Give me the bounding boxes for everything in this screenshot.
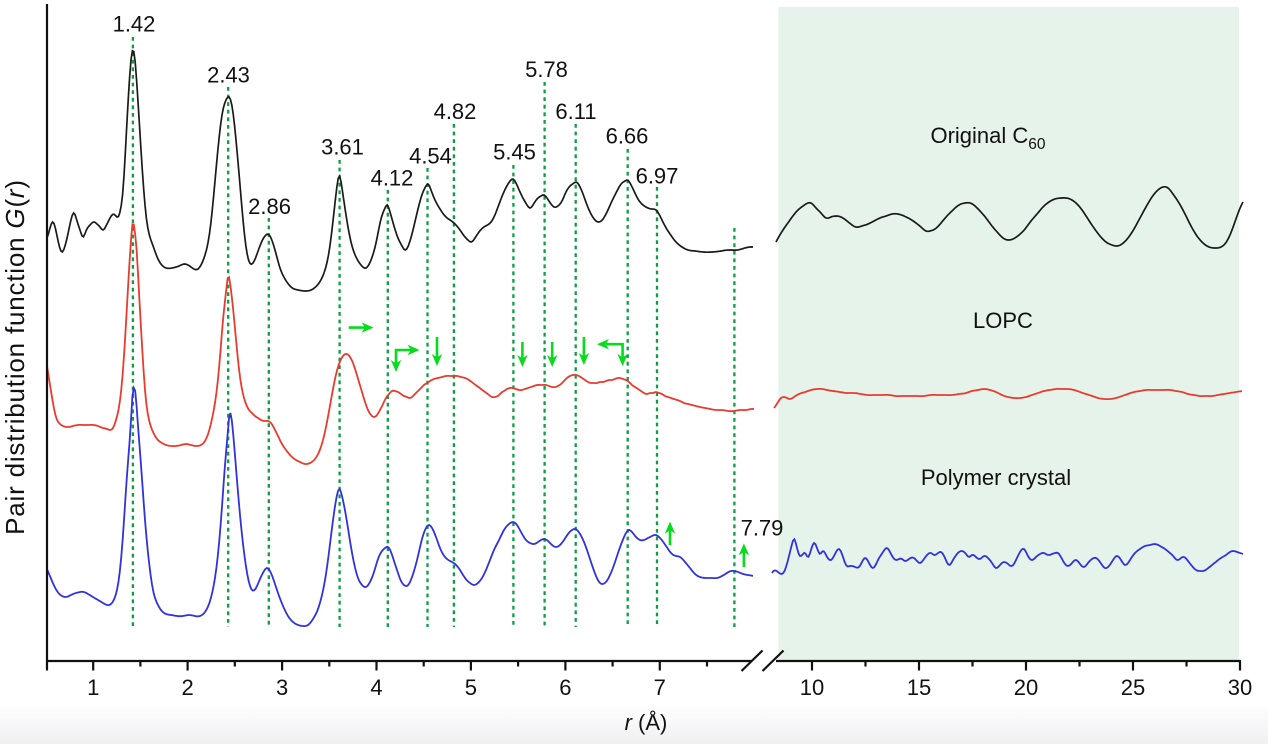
svg-text:6: 6 bbox=[559, 675, 571, 700]
svg-text:20: 20 bbox=[1014, 675, 1038, 700]
svg-text:2.43: 2.43 bbox=[207, 62, 250, 87]
svg-text:2.86: 2.86 bbox=[248, 194, 291, 219]
svg-text:r (Å): r (Å) bbox=[625, 710, 668, 735]
svg-text:4: 4 bbox=[370, 675, 382, 700]
svg-text:6.66: 6.66 bbox=[606, 123, 649, 148]
svg-text:25: 25 bbox=[1121, 675, 1145, 700]
svg-text:7.79: 7.79 bbox=[741, 515, 784, 540]
svg-text:LOPC: LOPC bbox=[973, 308, 1033, 333]
svg-text:5: 5 bbox=[465, 675, 477, 700]
svg-text:Pair distribution function G(r: Pair distribution function G(r) bbox=[0, 179, 30, 535]
svg-text:4.82: 4.82 bbox=[434, 99, 477, 124]
svg-text:7: 7 bbox=[654, 675, 666, 700]
svg-text:10: 10 bbox=[800, 675, 824, 700]
svg-text:Polymer crystal: Polymer crystal bbox=[921, 465, 1071, 490]
svg-text:5.45: 5.45 bbox=[493, 139, 536, 164]
svg-text:4.54: 4.54 bbox=[409, 143, 452, 168]
svg-text:15: 15 bbox=[907, 675, 931, 700]
svg-text:2: 2 bbox=[181, 675, 193, 700]
svg-text:1.42: 1.42 bbox=[113, 11, 156, 36]
svg-text:30: 30 bbox=[1228, 675, 1252, 700]
svg-text:6.97: 6.97 bbox=[636, 163, 679, 188]
svg-text:3.61: 3.61 bbox=[321, 134, 364, 159]
svg-text:3: 3 bbox=[276, 675, 288, 700]
svg-text:4.12: 4.12 bbox=[371, 165, 414, 190]
svg-text:6.11: 6.11 bbox=[555, 99, 596, 124]
svg-text:1: 1 bbox=[87, 675, 99, 700]
svg-text:5.78: 5.78 bbox=[525, 57, 568, 82]
